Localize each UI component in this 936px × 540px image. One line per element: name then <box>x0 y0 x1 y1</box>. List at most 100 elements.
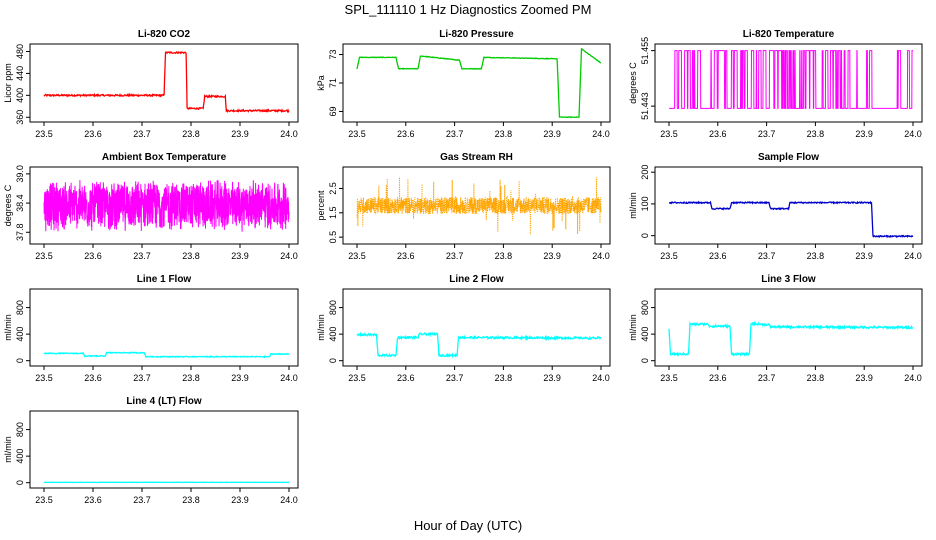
panel-2: Li-820 Temperature degrees C51.443 51.455 2… <box>628 29 923 139</box>
y-tick-label: 440 <box>15 66 25 81</box>
x-tick-label: 23.9 <box>855 373 873 383</box>
panel-3: Ambient Box Temperature degrees C37.8 38.4… <box>3 152 299 261</box>
x-tick-label: 23.5 <box>35 495 53 505</box>
data-series-0 <box>43 180 290 232</box>
y-tick-label: 400 <box>15 327 25 342</box>
x-tick-label: 23.8 <box>807 373 825 383</box>
x-tick-label: 23.5 <box>660 373 678 383</box>
plot-frame <box>654 43 923 123</box>
data-series-0 <box>668 320 914 357</box>
panel-5: Sample Flow ml/min 0 100 200 23.5 23.6 23.7 23.8… <box>628 152 923 261</box>
y-tick-label: 69 <box>328 106 338 116</box>
x-tick-label: 24.0 <box>280 373 298 383</box>
x-tick-label: 24.0 <box>280 495 298 505</box>
panel-title: Li-820 Pressure <box>439 29 514 40</box>
x-tick-label: 23.9 <box>543 251 561 261</box>
plot-frame <box>29 410 299 489</box>
y-tick-label: 0 <box>328 358 338 363</box>
y-tick-label: 73 <box>328 50 338 60</box>
y-tick-label: 0 <box>15 358 25 363</box>
y-tick-label: 38.4 <box>15 194 25 212</box>
data-series-0 <box>356 47 602 119</box>
y-tick-label: 800 <box>15 422 25 437</box>
x-tick-label: 23.7 <box>133 373 151 383</box>
x-tick-label: 23.9 <box>231 251 249 261</box>
x-tick-label: 23.6 <box>397 251 415 261</box>
x-tick-label: 23.7 <box>758 251 776 261</box>
x-tick-label: 23.8 <box>495 373 513 383</box>
y-tick-label: 400 <box>15 88 25 103</box>
y-tick-label: 800 <box>15 300 25 315</box>
panel-title: Sample Flow <box>758 152 819 163</box>
x-tick-label: 23.6 <box>84 495 102 505</box>
x-tick-label: 23.6 <box>709 373 727 383</box>
y-tick-label: 1.5 <box>328 207 338 220</box>
plot-frame <box>29 288 299 367</box>
x-tick-label: 23.5 <box>35 129 53 139</box>
x-tick-label: 23.7 <box>446 373 464 383</box>
x-tick-label: 23.8 <box>182 251 200 261</box>
panel-8: Line 3 Flow ml/min 0 400 800 23.5 23.6 23.7 23.8… <box>628 274 923 383</box>
x-tick-label: 23.6 <box>709 129 727 139</box>
page-title: SPL_111110 1 Hz Diagnostics Zoomed PM <box>344 2 592 17</box>
y-axis-label: kPa <box>316 75 326 91</box>
x-tick-label: 23.8 <box>807 129 825 139</box>
x-tick-label: 24.0 <box>280 129 298 139</box>
x-tick-label: 23.5 <box>660 129 678 139</box>
x-tick-label: 24.0 <box>592 251 610 261</box>
y-tick-label: 100 <box>640 196 650 211</box>
y-axis-label: ml/min <box>316 314 326 341</box>
panel-title: Li-820 Temperature <box>743 29 835 40</box>
x-tick-label: 24.0 <box>592 129 610 139</box>
x-tick-label: 23.9 <box>855 251 873 261</box>
x-tick-label: 24.0 <box>904 251 922 261</box>
x-tick-label: 23.5 <box>35 251 53 261</box>
x-tick-label: 23.5 <box>35 373 53 383</box>
plot-frame <box>654 166 923 245</box>
panel-title: Line 4 (LT) Flow <box>126 396 202 407</box>
y-tick-label: 0.5 <box>328 231 338 244</box>
x-tick-label: 24.0 <box>904 129 922 139</box>
y-axis-label: ml/min <box>628 314 638 341</box>
x-tick-label: 23.9 <box>543 373 561 383</box>
panel-title: Line 1 Flow <box>137 274 192 285</box>
data-series-0 <box>669 200 914 239</box>
y-tick-label: 51.443 <box>640 92 650 120</box>
y-tick-label: 2.5 <box>328 182 338 195</box>
plot-frame <box>342 288 611 367</box>
x-tick-label: 23.6 <box>84 251 102 261</box>
y-axis-label: percent <box>316 190 326 221</box>
panel-title: Line 2 Flow <box>449 274 504 285</box>
x-tick-label: 23.6 <box>397 129 415 139</box>
x-tick-label: 23.8 <box>182 129 200 139</box>
x-tick-label: 23.6 <box>84 373 102 383</box>
plot-frame <box>29 43 299 123</box>
x-tick-label: 23.9 <box>855 129 873 139</box>
x-tick-label: 23.9 <box>543 129 561 139</box>
panel-6: Line 1 Flow ml/min 0 400 800 23.5 23.6 23.7 23.8… <box>3 274 299 383</box>
plot-frame <box>29 166 299 245</box>
x-tick-label: 23.5 <box>348 251 366 261</box>
panel-title: Line 3 Flow <box>761 274 816 285</box>
x-tick-label: 23.5 <box>348 373 366 383</box>
y-tick-label: 800 <box>328 300 338 315</box>
page-x-axis-label: Hour of Day (UTC) <box>413 518 523 533</box>
y-tick-label: 800 <box>640 300 650 315</box>
panel-title: Ambient Box Temperature <box>102 152 227 163</box>
x-tick-label: 23.5 <box>660 251 678 261</box>
panel-title: Li-820 CO2 <box>138 29 191 40</box>
x-tick-label: 23.9 <box>231 373 249 383</box>
plot-frame <box>654 288 923 367</box>
x-tick-label: 23.9 <box>231 495 249 505</box>
x-tick-label: 23.6 <box>397 373 415 383</box>
y-axis-label: ml/min <box>3 314 13 341</box>
panel-7: Line 2 Flow ml/min 0 400 800 23.5 23.6 23.7 23.8… <box>316 274 611 383</box>
x-tick-label: 23.8 <box>182 373 200 383</box>
x-tick-label: 23.7 <box>446 129 464 139</box>
y-tick-label: 400 <box>15 449 25 464</box>
plot-frame <box>342 166 611 245</box>
y-axis-label: Licor ppm <box>3 63 13 103</box>
y-tick-label: 200 <box>640 165 650 180</box>
x-tick-label: 23.7 <box>133 129 151 139</box>
